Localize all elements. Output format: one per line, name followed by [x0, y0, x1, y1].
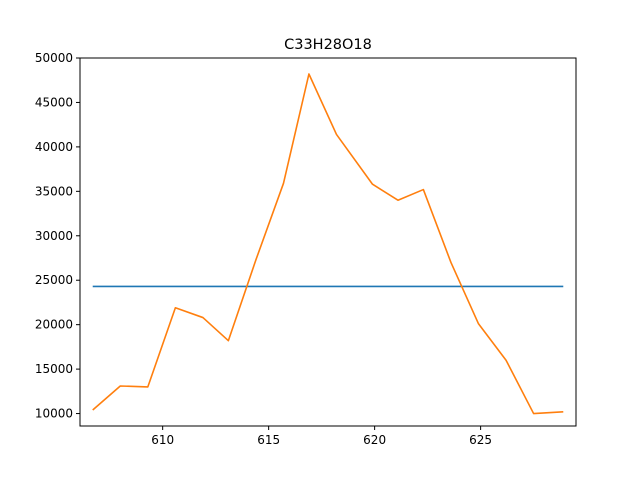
plot-frame: [79, 57, 577, 427]
series-line-2: [92, 73, 564, 415]
y-tick-label: 15000: [35, 362, 73, 376]
x-tick-label: 610: [151, 433, 174, 447]
axis-layer: 610 615 620 625 10000 15000 20000 25000 30000 350…: [35, 51, 492, 447]
y-tick-label: 50000: [35, 51, 73, 65]
x-tick-label: 625: [469, 433, 492, 447]
y-tick-label: 20000: [35, 318, 73, 332]
chart-title: C33H28O18: [284, 37, 372, 53]
y-tick-label: 40000: [35, 140, 73, 154]
series-layer: [92, 73, 564, 415]
y-tick-label: 30000: [35, 229, 73, 243]
y-tick-label: 45000: [35, 95, 73, 109]
y-tick-label: 25000: [35, 273, 73, 287]
y-tick-label: 35000: [35, 184, 73, 198]
y-tick-label: 10000: [35, 407, 73, 421]
x-tick-label: 620: [363, 433, 386, 447]
x-tick-label: 615: [257, 433, 280, 447]
